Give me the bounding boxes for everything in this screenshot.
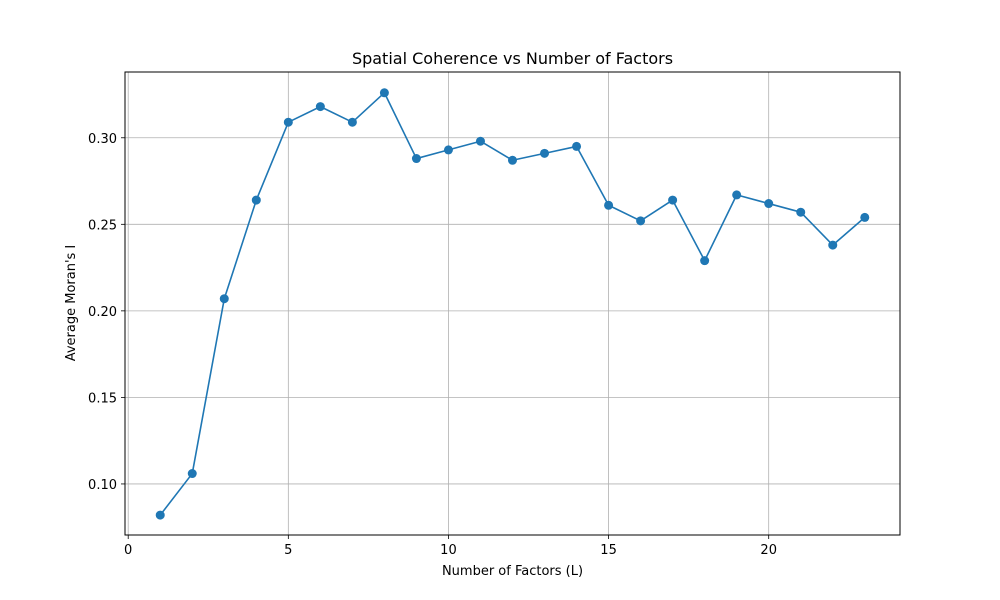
x-tick-label: 20 — [760, 543, 777, 558]
y-tick-label: 0.10 — [88, 478, 117, 493]
data-point — [860, 212, 870, 222]
data-point — [443, 145, 453, 155]
data-point — [315, 102, 325, 112]
data-point — [668, 195, 678, 205]
x-tick-label: 5 — [284, 543, 292, 558]
ticks: 0 5 10 15 20 0.10 0.15 0.20 0.25 0.30 — [88, 132, 777, 558]
data-point — [155, 510, 165, 520]
data-point — [700, 256, 710, 266]
x-axis-label: Number of Factors (L) — [442, 564, 583, 579]
series — [155, 88, 870, 520]
data-point — [604, 200, 614, 210]
data-point — [251, 195, 261, 205]
y-axis-label: Average Moran's I — [64, 245, 79, 362]
data-point — [379, 88, 389, 98]
data-point — [828, 240, 838, 250]
data-point — [219, 294, 229, 304]
y-tick-label: 0.20 — [88, 305, 117, 320]
data-point — [411, 154, 421, 164]
data-point — [732, 190, 742, 200]
data-point — [572, 141, 582, 151]
plot-frame — [124, 71, 901, 536]
data-point — [636, 216, 646, 226]
x-tick-label: 0 — [124, 543, 132, 558]
x-tick-label: 10 — [440, 543, 457, 558]
chart-title: Spatial Coherence vs Number of Factors — [352, 49, 673, 68]
data-point — [347, 117, 357, 127]
data-point — [540, 148, 550, 158]
data-point — [508, 155, 517, 165]
data-point — [283, 117, 293, 127]
data-point — [187, 469, 197, 479]
y-tick-label: 0.25 — [88, 218, 117, 233]
data-point — [796, 207, 806, 217]
y-tick-label: 0.15 — [88, 391, 117, 406]
x-tick-label: 15 — [600, 543, 617, 558]
data-point — [475, 136, 485, 146]
y-tick-label: 0.30 — [88, 132, 117, 147]
data-point — [764, 199, 774, 209]
